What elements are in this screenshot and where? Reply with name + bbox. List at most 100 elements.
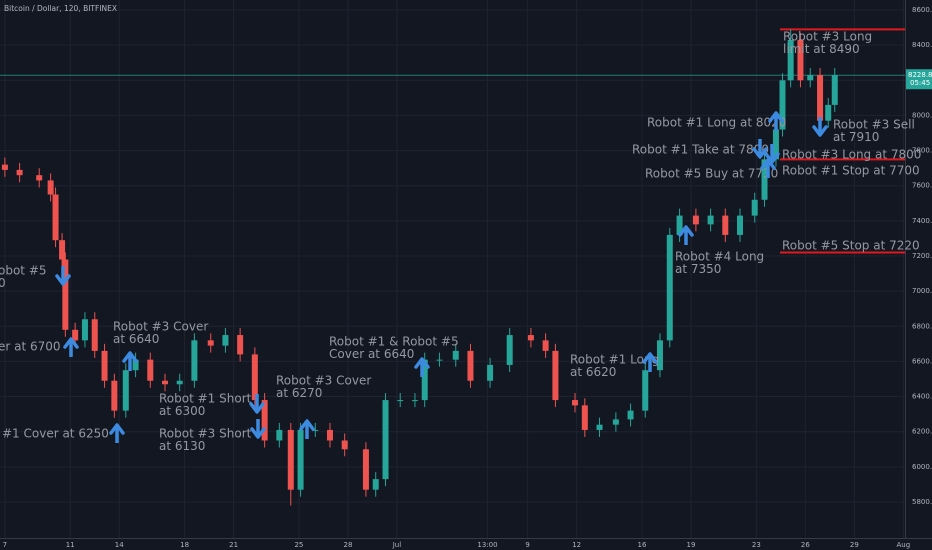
candle-body (191, 340, 198, 381)
candle-body (16, 169, 23, 176)
x-tick-label: 7 (3, 541, 7, 549)
candle-body (596, 424, 603, 430)
annotation: Robot #3 Long at 7800 (782, 148, 921, 162)
candle-body (287, 429, 294, 490)
annotation: Robot #5 Buy at 7730 (645, 167, 778, 181)
annotation: limit at 8490 (783, 42, 860, 56)
arrow-head (642, 352, 658, 364)
x-tick-label: Jul (392, 541, 402, 549)
candle-body (751, 199, 758, 216)
x-tick-label: 16 (638, 541, 647, 549)
annotation: at 6300 (159, 404, 205, 418)
candle-body (261, 400, 268, 441)
candle-body (779, 80, 786, 130)
candle-body (421, 359, 428, 401)
annotation: Robot #3 Sell (833, 118, 915, 132)
candle-body (722, 215, 729, 235)
candle-body (487, 364, 494, 381)
candle-body (831, 75, 838, 105)
x-tick-label: Aug (897, 541, 911, 549)
annotation: Robot #1 Long at 8020 (647, 116, 786, 130)
candle-body (341, 440, 348, 450)
y-tick-label: 6400.0 (912, 393, 932, 401)
candle-body (642, 370, 649, 411)
price-tag-label: 8228.8 (908, 71, 932, 79)
annotation: at 7350 (675, 262, 721, 276)
x-tick-label: 29 (850, 541, 859, 549)
levels (0, 28, 905, 254)
x-tick-label: 25 (294, 541, 303, 549)
candle-body (382, 400, 389, 480)
candle-body (147, 359, 154, 381)
candle-body (506, 335, 513, 365)
y-tick-label: 8400.0 (912, 41, 932, 49)
candle-body (452, 350, 459, 360)
candle-body (707, 215, 714, 225)
annotation: Robot #1 Stop at 7700 (782, 164, 920, 178)
candle-body (207, 340, 214, 346)
annotation: Robot #3 Long (783, 30, 872, 44)
y-tick-label: 7200.0 (912, 252, 932, 260)
chart-title: Bitcoin / Dollar, 120, BITFINEX (4, 4, 117, 13)
candle-body (72, 329, 79, 341)
candle-body (411, 400, 418, 402)
candle-body (237, 335, 244, 355)
arrow-head (760, 158, 776, 170)
candle-body (527, 335, 534, 341)
y-tick-label: 6200.0 (912, 428, 932, 436)
arrow-head (812, 125, 828, 137)
candle-body (467, 350, 474, 381)
annotation: Robot #3 Short (159, 427, 252, 441)
candle-body (276, 429, 283, 441)
arrow-head (768, 111, 784, 123)
x-tick-label: 18 (180, 541, 189, 549)
annotation: Robot #5 Stop at 7220 (782, 239, 920, 253)
annotation: Robot #1 Short (159, 392, 252, 406)
candle-body (692, 215, 699, 225)
candle-body (807, 75, 814, 81)
candle-body (572, 400, 579, 406)
candle-body (111, 380, 118, 411)
candle-body (132, 359, 139, 371)
candle-body (825, 104, 832, 121)
candle-body (612, 419, 619, 425)
candle-body (397, 400, 404, 402)
candle-body (787, 39, 794, 81)
annotation: Robot #4 Long (675, 250, 764, 264)
x-tick-label: 13:00 (477, 541, 497, 549)
annotation: Robot #1 Take at 7800 (632, 143, 769, 157)
candle-body (772, 129, 779, 160)
annotation: #1 Cover at 6250 (2, 427, 109, 441)
y-tick-label: 6600.0 (912, 357, 932, 365)
candle-body (297, 429, 304, 490)
candle-body (81, 319, 88, 341)
x-tick-label: 19 (687, 541, 696, 549)
arrow-head (63, 337, 79, 349)
y-tick-label: 6000.0 (912, 463, 932, 471)
candle-body (59, 240, 66, 260)
arrow-head (752, 147, 768, 159)
candle-body (552, 350, 559, 401)
candle-body (581, 405, 588, 430)
candle-body (797, 39, 804, 81)
candle-body (326, 429, 333, 441)
candle-body (91, 319, 98, 351)
candle-body (161, 380, 168, 385)
candle-body (436, 359, 443, 361)
y-tick-label: 7000.0 (912, 287, 932, 295)
annotation: Robot #1 & Robot #5 (329, 335, 459, 349)
annotation: 0 (0, 276, 6, 290)
y-tick-label: 6800.0 (912, 322, 932, 330)
candle-body (222, 335, 229, 346)
candle-body (817, 75, 824, 121)
x-tick-label: 14 (115, 541, 124, 549)
candle-body (372, 479, 379, 490)
x-tick-label: 28 (343, 541, 352, 549)
annotation: obot #5 (0, 264, 47, 278)
arrow-head (764, 152, 780, 164)
candle-body (761, 159, 768, 200)
y-tick-label: 7400.0 (912, 217, 932, 225)
arrow-head (122, 351, 138, 363)
